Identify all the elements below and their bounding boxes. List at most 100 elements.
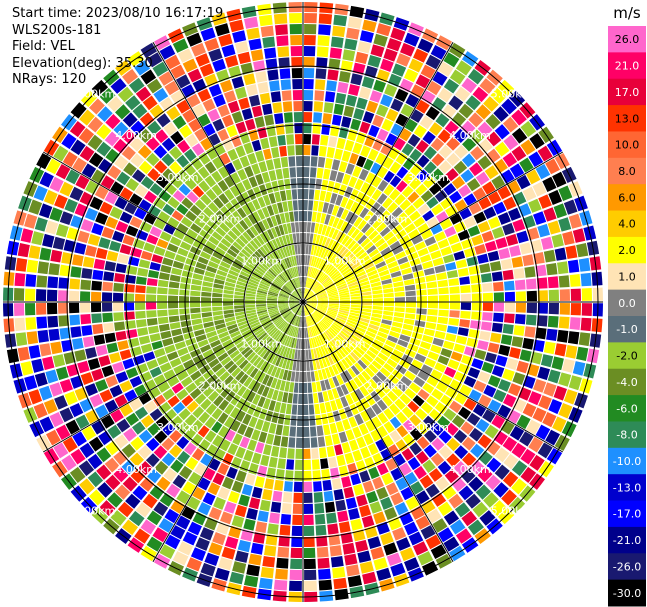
velocity-gate xyxy=(85,409,99,424)
velocity-gate xyxy=(335,362,343,374)
velocity-gate xyxy=(507,409,521,424)
velocity-gate xyxy=(390,270,402,278)
velocity-gate xyxy=(316,381,322,392)
velocity-gate xyxy=(190,307,201,314)
velocity-gate xyxy=(383,421,395,434)
velocity-gate xyxy=(266,376,274,387)
velocity-gate xyxy=(512,372,526,385)
velocity-gate xyxy=(389,330,400,339)
velocity-gate xyxy=(135,293,146,302)
velocity-gate xyxy=(149,408,163,421)
velocity-gate xyxy=(516,414,531,430)
velocity-gate xyxy=(293,112,303,123)
azimuth-spoke xyxy=(302,301,564,453)
velocity-gate xyxy=(289,24,302,35)
velocity-gate xyxy=(381,278,392,285)
velocity-gate xyxy=(260,334,269,343)
velocity-gate xyxy=(285,347,291,358)
velocity-gate xyxy=(341,476,352,488)
velocity-gate xyxy=(338,408,347,420)
velocity-gate xyxy=(245,304,256,308)
velocity-gate xyxy=(147,168,161,182)
velocity-gate xyxy=(303,503,314,515)
velocity-gate xyxy=(314,90,325,101)
velocity-gate xyxy=(463,193,477,206)
velocity-gate xyxy=(161,437,175,451)
velocity-gate xyxy=(318,322,326,331)
velocity-gate xyxy=(232,433,243,446)
velocity-gate xyxy=(148,205,161,217)
velocity-gate xyxy=(405,290,416,297)
velocity-gate xyxy=(347,575,362,588)
velocity-gate xyxy=(303,200,308,211)
velocity-gate xyxy=(305,277,309,288)
velocity-gate xyxy=(377,425,388,438)
velocity-gate xyxy=(409,177,422,190)
velocity-gate xyxy=(387,335,399,344)
velocity-gate xyxy=(547,315,559,328)
velocity-gate xyxy=(359,207,370,219)
velocity-gate xyxy=(380,142,392,156)
velocity-gate xyxy=(371,189,382,201)
velocity-gate xyxy=(455,528,472,544)
velocity-gate xyxy=(253,370,263,381)
velocity-gate xyxy=(300,288,303,299)
velocity-gate xyxy=(294,459,303,470)
velocity-gate xyxy=(299,266,302,277)
velocity-gate xyxy=(217,128,230,142)
velocity-gate xyxy=(223,309,234,315)
velocity-gate xyxy=(312,233,318,245)
velocity-gate xyxy=(158,323,170,332)
velocity-gate xyxy=(332,410,341,422)
velocity-gate xyxy=(401,329,412,337)
velocity-gate xyxy=(50,341,63,355)
velocity-gate xyxy=(291,68,303,79)
velocity-gate xyxy=(288,245,293,256)
velocity-gate xyxy=(295,437,303,448)
velocity-gate xyxy=(291,189,298,200)
velocity-gate xyxy=(432,518,448,533)
range-ring-label: 4.00km xyxy=(449,129,491,142)
velocity-gate xyxy=(297,404,303,416)
velocity-gate xyxy=(259,184,268,196)
velocity-gate xyxy=(114,273,126,283)
velocity-gate xyxy=(431,437,445,451)
velocity-gate xyxy=(26,331,39,345)
velocity-gate xyxy=(55,424,71,440)
velocity-gate xyxy=(167,376,180,387)
velocity-gate xyxy=(168,295,179,302)
velocity-gate xyxy=(289,297,300,301)
velocity-gate xyxy=(149,333,161,342)
velocity-gate xyxy=(526,169,541,185)
velocity-gate xyxy=(460,468,476,484)
velocity-gate xyxy=(183,264,195,273)
velocity-gate xyxy=(214,23,230,37)
velocity-gate xyxy=(294,290,301,299)
velocity-gate xyxy=(311,314,318,323)
velocity-gate xyxy=(366,245,377,255)
velocity-gate xyxy=(293,305,301,313)
velocity-gate xyxy=(533,379,547,393)
velocity-gate xyxy=(238,251,249,261)
velocity-gate xyxy=(268,240,276,251)
velocity-gate xyxy=(299,327,302,338)
velocity-gate xyxy=(156,355,169,366)
velocity-gate xyxy=(417,223,430,234)
velocity-gate xyxy=(280,513,291,525)
velocity-gate xyxy=(326,287,337,293)
colorbar-swatch xyxy=(608,263,646,291)
velocity-gate xyxy=(98,158,113,174)
velocity-gate xyxy=(426,217,439,228)
velocity-gate xyxy=(338,71,351,83)
velocity-gate xyxy=(258,285,269,291)
velocity-gate xyxy=(342,49,356,62)
velocity-gate xyxy=(392,349,404,359)
velocity-gate xyxy=(277,275,286,284)
velocity-gate xyxy=(320,345,327,357)
velocity-gate xyxy=(312,359,318,371)
velocity-gate xyxy=(359,504,372,518)
velocity-gate xyxy=(247,281,259,287)
velocity-gate xyxy=(214,142,226,156)
velocity-gate xyxy=(121,459,137,475)
velocity-gate xyxy=(367,269,378,277)
